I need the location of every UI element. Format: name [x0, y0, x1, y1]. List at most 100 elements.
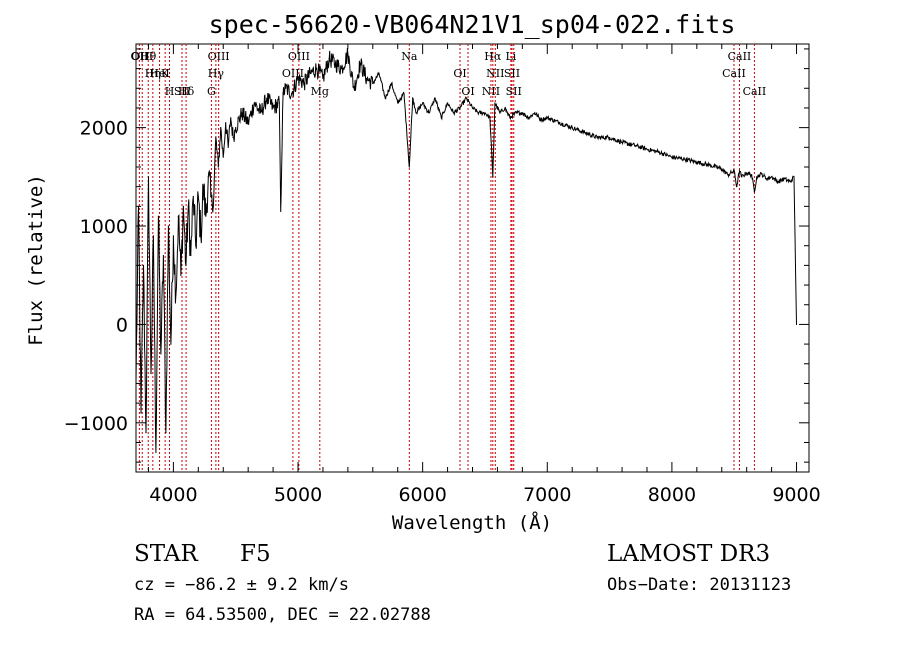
- spectrum-point: [521, 112, 523, 114]
- spectrum-point: [365, 77, 368, 80]
- spectrum-point: [753, 190, 756, 193]
- spectrum-point: [316, 67, 318, 70]
- spectrum-point: [478, 112, 480, 114]
- line-marker-label: NII: [482, 85, 500, 98]
- spectrum-point: [546, 117, 548, 119]
- spectrum-point: [145, 432, 147, 434]
- spectrum-point: [795, 323, 798, 326]
- line-marker-label: K: [161, 67, 170, 80]
- line-marker-label: SII: [174, 85, 190, 98]
- spectrum-point: [746, 172, 748, 174]
- spectrum-point: [235, 127, 237, 129]
- line-marker-label: Mg: [311, 85, 329, 98]
- line-marker-label: H: [165, 85, 175, 98]
- spectrum-point: [278, 102, 280, 104]
- x-tick-label: 5000: [274, 484, 322, 506]
- spectrum-point: [353, 87, 355, 89]
- spectrum-point: [220, 127, 222, 129]
- spectrum-point: [378, 72, 380, 75]
- line-marker-label: Hδ: [178, 85, 195, 98]
- spectrum-line: [135, 47, 797, 453]
- spectrum-point: [492, 176, 494, 178]
- spectrum-point: [733, 170, 735, 172]
- spectrum-point: [608, 136, 611, 139]
- spectral-line-markers: [138, 44, 755, 472]
- spectrum-point: [756, 176, 758, 178]
- spectrum-point: [334, 63, 337, 65]
- survey-name: LAMOST DR3: [607, 541, 770, 567]
- spectrum-point: [282, 92, 284, 94]
- spectrum-point: [230, 117, 232, 119]
- spectrum-point: [571, 127, 573, 129]
- spectrum-point: [509, 117, 511, 119]
- spectrum-point: [683, 158, 685, 160]
- line-marker-label: OII: [131, 50, 149, 63]
- spectrum-point: [793, 176, 795, 178]
- spectrum-point: [284, 87, 287, 89]
- spectrum-point: [170, 343, 172, 345]
- ra-dec: RA = 64.53500, DEC = 22.02788: [134, 605, 431, 625]
- line-marker-label: OIII: [282, 67, 304, 80]
- y-axis-ticks: −1000 0 1000 2000: [64, 48, 809, 463]
- spectrum-point: [696, 161, 698, 163]
- spectrum-point: [225, 122, 227, 124]
- spectrum-point: [721, 168, 723, 170]
- spectrum-point: [372, 82, 374, 84]
- spectrum-point: [559, 122, 561, 124]
- spectrum-point: [751, 174, 753, 176]
- spectrum-point: [777, 181, 779, 183]
- line-marker-label: SII: [506, 85, 522, 98]
- spectrum-point: [200, 235, 202, 237]
- spectrum-point: [247, 122, 249, 124]
- spectrum-point: [140, 412, 142, 414]
- line-marker-label: Na: [401, 50, 418, 63]
- line-marker-label: OIII: [208, 50, 230, 63]
- spectrum-point: [783, 178, 785, 180]
- spectrum-point: [232, 136, 234, 139]
- line-marker-label: Hγ: [208, 67, 225, 80]
- spectrum-point: [471, 107, 474, 109]
- spectrum-point: [192, 195, 194, 198]
- line-marker-label: Hα: [484, 50, 502, 63]
- line-marker-label: SII: [504, 67, 520, 80]
- line-marker-label: CaII: [728, 50, 752, 63]
- spectrum-point: [185, 264, 187, 266]
- line-marker-label: CaII: [743, 85, 767, 98]
- spectrum-point: [658, 151, 661, 153]
- spectrum-point: [741, 176, 743, 178]
- spectrum-point: [152, 235, 155, 237]
- spectrum-point: [195, 245, 197, 247]
- spectrum-point: [440, 117, 442, 119]
- spectrum-point: [708, 164, 710, 166]
- spectrum-point: [291, 92, 293, 94]
- spectrum-point: [266, 97, 268, 99]
- spectrum-point: [215, 136, 217, 139]
- spectrum-point: [415, 112, 418, 114]
- spectrum-point: [499, 112, 501, 114]
- spectrum-point: [182, 205, 184, 207]
- line-marker-label: HeI: [149, 67, 169, 80]
- y-axis-label: Flux (relative): [25, 174, 47, 346]
- spectrum-point: [253, 102, 255, 104]
- spectrum-point: [347, 53, 349, 55]
- spectrum-point: [172, 235, 174, 237]
- line-marker-label: Hθ: [140, 50, 157, 63]
- spectrum-point: [403, 92, 405, 94]
- obs-date: Obs−Date: 20131123: [607, 575, 791, 595]
- x-tick-label: 6000: [398, 484, 446, 506]
- line-marker-label: Li: [505, 50, 516, 63]
- spectrum-point: [167, 225, 170, 227]
- spectrum-point: [412, 97, 414, 99]
- spectrum-point: [428, 112, 430, 114]
- spectrum-point: [187, 205, 189, 207]
- spectrum-point: [489, 117, 491, 119]
- spectrum-point: [150, 373, 152, 375]
- spectrum-point: [727, 174, 729, 176]
- spectrum-point: [422, 102, 424, 104]
- spectrum-point: [434, 97, 436, 99]
- line-marker-label: NII: [486, 67, 504, 80]
- line-marker-label: Hη: [145, 67, 161, 80]
- spectrum-point: [207, 176, 209, 178]
- line-marker-label: CaII: [722, 67, 746, 80]
- spectrum-point: [147, 176, 150, 178]
